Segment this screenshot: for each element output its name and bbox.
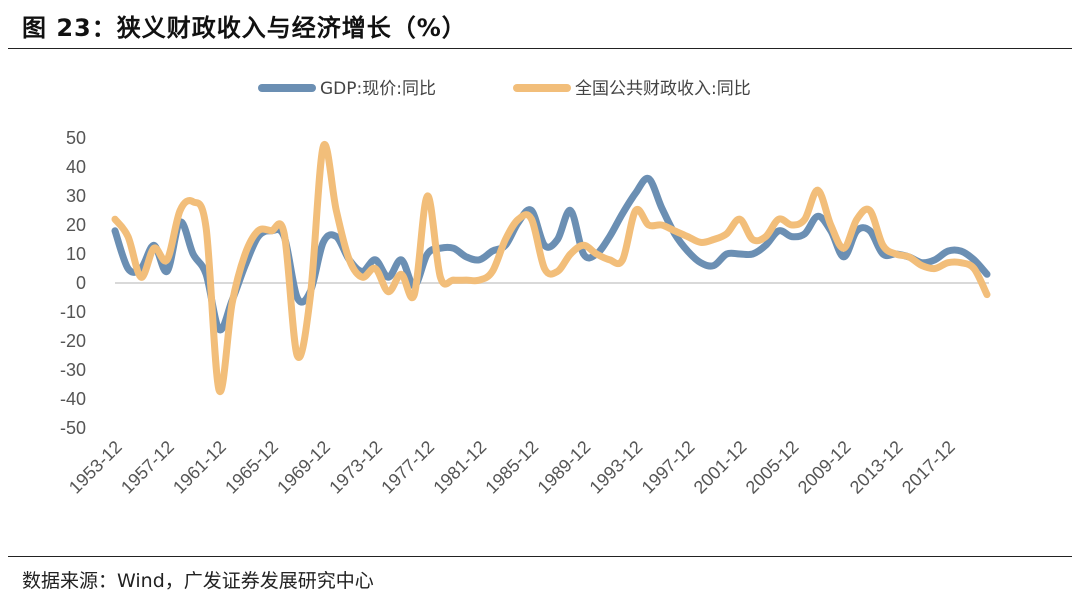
x-axis-tick-labels: 1953-121957-121961-121965-121969-121973-…	[65, 437, 959, 498]
top-rule	[8, 48, 1072, 49]
y-tick-label: -50	[60, 418, 86, 438]
x-tick-label: 2005-12	[742, 437, 803, 498]
x-tick-label: 1973-12	[325, 437, 386, 498]
y-tick-label: -10	[60, 302, 86, 322]
y-tick-label: -20	[60, 331, 86, 351]
x-tick-label: 1989-12	[534, 437, 595, 498]
series-lines	[111, 140, 991, 396]
x-tick-label: 1969-12	[273, 437, 334, 498]
y-tick-label: 0	[76, 273, 86, 293]
series-line-gdp	[111, 174, 991, 334]
x-tick-label: 1957-12	[117, 437, 178, 498]
x-tick-label: 1981-12	[429, 437, 490, 498]
y-axis-tick-labels: 50 40 30 20 10 0 -10 -20 -30 -40 -50	[60, 128, 86, 438]
x-tick-label: 1977-12	[377, 437, 438, 498]
y-tick-label: 50	[66, 128, 86, 148]
x-tick-label: 2001-12	[690, 437, 751, 498]
x-tick-label: 1997-12	[638, 437, 699, 498]
line-chart: GDP:现价:同比 全国公共财政收入:同比 50 40 30 20 10 0 -10 -20 -…	[60, 79, 991, 498]
x-tick-label: 1953-12	[65, 437, 126, 498]
x-tick-label: 1965-12	[221, 437, 282, 498]
legend: GDP:现价:同比 全国公共财政收入:同比	[258, 79, 751, 99]
x-tick-label: 1961-12	[169, 437, 230, 498]
x-tick-label: 2009-12	[794, 437, 855, 498]
y-tick-label: 10	[66, 244, 86, 264]
series-line-fiscal-revenue	[111, 140, 991, 396]
figure-title: 图 23：狭义财政收入与经济增长（%）	[22, 14, 467, 42]
y-tick-label: 40	[66, 157, 86, 177]
x-tick-label: 1993-12	[586, 437, 647, 498]
x-tick-label: 2017-12	[898, 437, 959, 498]
bottom-rule	[8, 556, 1072, 557]
y-tick-label: -30	[60, 360, 86, 380]
x-tick-label: 2013-12	[846, 437, 907, 498]
legend-label-fiscal: 全国公共财政收入:同比	[575, 79, 751, 99]
y-tick-label: 20	[66, 215, 86, 235]
y-tick-label: -40	[60, 389, 86, 409]
source-note: 数据来源：Wind，广发证券发展研究中心	[22, 570, 374, 592]
legend-label-gdp: GDP:现价:同比	[320, 79, 436, 99]
x-tick-label: 1985-12	[481, 437, 542, 498]
y-tick-label: 30	[66, 186, 86, 206]
